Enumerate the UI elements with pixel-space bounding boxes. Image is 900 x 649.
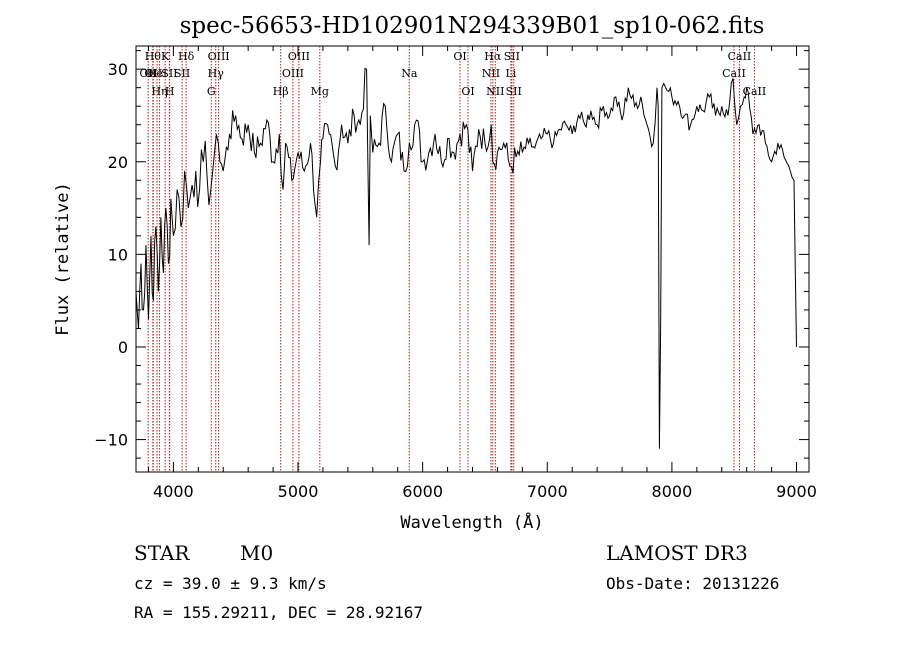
y-axis-label: Flux (relative) <box>53 182 73 336</box>
obs-date: Obs-Date: 20131226 <box>606 574 779 593</box>
x-tick-label-1: 5000 <box>278 482 319 501</box>
line-mark-label-25: SII <box>506 85 522 98</box>
x-tick-label-4: 8000 <box>652 482 693 501</box>
line-mark-label-21: Hα <box>484 50 502 63</box>
line-mark-label-8: Hδ <box>178 50 195 63</box>
x-tick-label-0: 4000 <box>153 482 194 501</box>
redshift-readout: cz = 39.0 ± 9.3 km/s <box>134 574 327 593</box>
line-mark-label-17: Na <box>401 67 418 80</box>
x-axis-label: Wavelength (Å) <box>400 511 543 533</box>
y-tick-label-2: 10 <box>108 245 128 264</box>
subclass: M0 <box>240 541 273 565</box>
chart-title: spec-56653-HD102901N294339B01_sp10-062.f… <box>180 13 765 39</box>
line-mark-label-10: G <box>207 85 216 98</box>
line-mark-label-24: SII <box>504 50 520 63</box>
line-mark-label-26: CaII <box>722 67 746 80</box>
object-class: STAR <box>134 541 190 565</box>
line-mark-label-19: OI <box>461 85 474 98</box>
line-mark-label-11: Hγ <box>208 67 225 80</box>
line-mark-label-16: Mg <box>311 85 329 98</box>
survey-name: LAMOST DR3 <box>606 541 748 565</box>
line-marks: OIIHθOIIHeIHηKSIIHHδSIIGHγOIIIHβOIIIOIII… <box>139 46 766 472</box>
line-mark-label-9: SII <box>174 67 190 80</box>
line-mark-label-18: OI <box>453 50 466 63</box>
line-mark-label-3: HeI <box>147 67 167 80</box>
y-tick-label-3: 20 <box>108 153 128 172</box>
y-tick-label-1: 0 <box>118 338 128 357</box>
x-tick-label-3: 7000 <box>527 482 568 501</box>
x-tick-label-2: 6000 <box>402 482 443 501</box>
line-mark-label-7: H <box>165 85 175 98</box>
plot-frame <box>135 45 810 473</box>
axes: 4000 5000 6000 7000 8000 9000 −10 0 10 20 30 <box>94 46 817 501</box>
line-mark-label-20: NII <box>482 67 500 80</box>
line-mark-label-14: OIII <box>282 67 304 80</box>
line-mark-label-5: K <box>161 50 170 63</box>
y-tick-label-0: −10 <box>94 431 128 450</box>
line-mark-label-27: CaII <box>728 50 752 63</box>
x-tick-label-5: 9000 <box>776 482 817 501</box>
line-mark-label-13: Hβ <box>273 85 289 98</box>
line-mark-label-4: Hη <box>151 85 167 98</box>
line-mark-label-15: OIII <box>288 50 310 63</box>
line-mark-label-23: Li <box>505 67 516 80</box>
series-group <box>135 67 797 449</box>
coordinates: RA = 155.29211, DEC = 28.92167 <box>134 603 423 622</box>
line-mark-label-12: OIII <box>208 50 230 63</box>
spectrum-line-0 <box>135 67 797 449</box>
line-mark-label-2: OII <box>144 67 162 80</box>
y-tick-label-4: 30 <box>108 60 128 79</box>
line-mark-label-22: NII <box>486 85 504 98</box>
